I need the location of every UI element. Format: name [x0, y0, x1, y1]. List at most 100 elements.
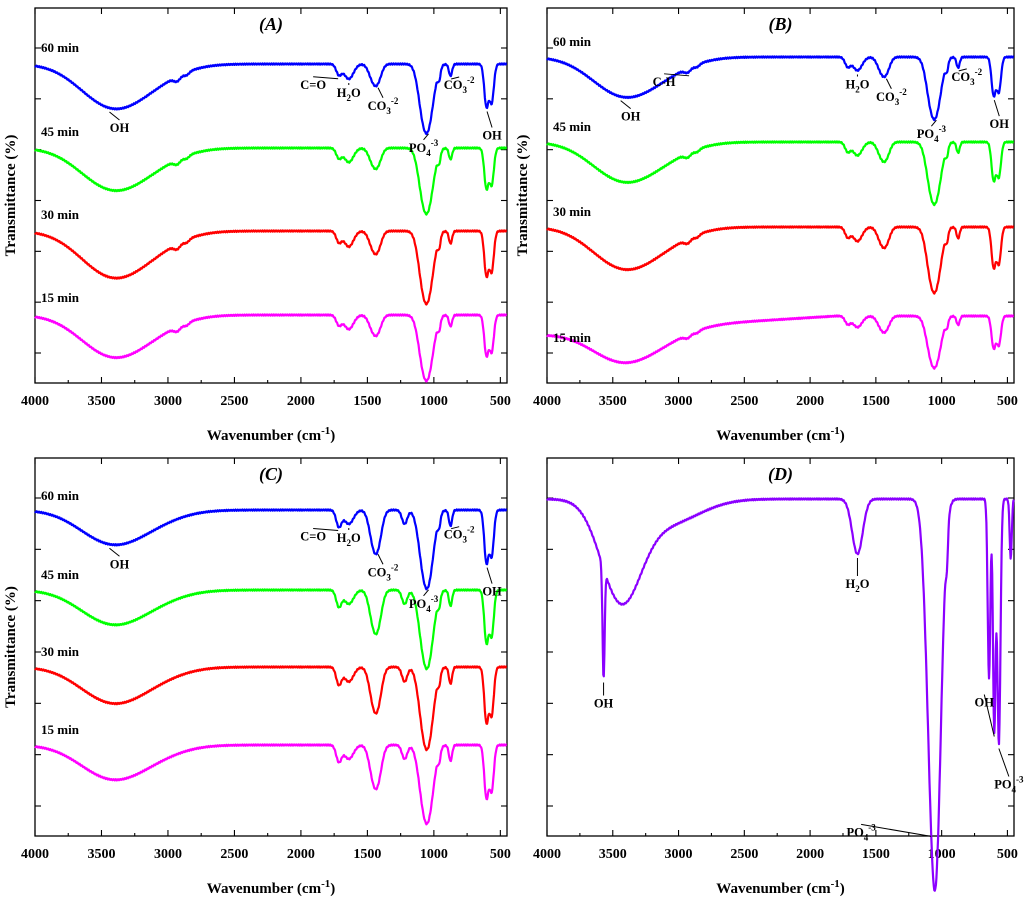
series-line-3	[546, 225, 1015, 295]
peak-annotation: CO3-2	[368, 562, 399, 582]
peak-annotation: CO3-2	[876, 87, 907, 107]
x-tick-label: 4000	[533, 847, 561, 862]
annotation-arrow	[109, 547, 120, 557]
annotation-arrow	[983, 694, 995, 737]
series-line-3	[34, 229, 508, 306]
x-axis-label: Wavenumber (cm-1)	[207, 878, 335, 897]
plot-frame	[546, 7, 1015, 384]
x-tick-label: 3000	[154, 394, 182, 409]
peak-annotation: H2O	[337, 531, 361, 548]
peak-annotation: OH	[990, 117, 1010, 131]
annotation-arrow	[451, 526, 460, 530]
peak-annotation: H2O	[845, 577, 869, 594]
annotation-arrow	[377, 87, 384, 98]
panel-title: (C)	[259, 464, 283, 485]
peak-annotation: H2O	[845, 78, 869, 95]
peak-annotation: PO4-3	[409, 138, 439, 158]
annotation-arrow	[620, 100, 631, 109]
x-tick-label: 500	[997, 394, 1018, 409]
series-line-4	[546, 314, 1015, 370]
peak-annotation: PO4-3	[917, 124, 947, 144]
series-line-2	[34, 588, 508, 671]
x-tick-label: 1500	[862, 847, 890, 862]
y-axis-label: Transmittance (%)	[515, 135, 531, 257]
x-tick-label: 2500	[220, 394, 248, 409]
peak-annotation: C=O	[300, 78, 326, 92]
x-axis-label: Wavenumber (cm-1)	[207, 425, 335, 444]
peak-annotation: H2O	[337, 86, 361, 103]
y-axis-label: Transmittance (%)	[3, 586, 19, 708]
x-tick-label: 3000	[665, 394, 693, 409]
peak-annotation: CO3-2	[444, 525, 475, 545]
panel-title: (A)	[259, 14, 283, 35]
chart-panel-2: 4000 3500 3000 2500 2000 1500 1000 500 Wavenumbe…	[515, 7, 1018, 444]
annotation-arrow	[423, 589, 429, 597]
x-tick-label: 1000	[420, 847, 448, 862]
x-axis-label: Wavenumber (cm-1)	[716, 425, 844, 444]
series-label: 30 min	[41, 644, 80, 659]
x-tick-label: 500	[490, 394, 511, 409]
series-label: 15 min	[553, 330, 592, 345]
annotation-arrow	[885, 78, 892, 90]
peak-annotation: OH	[110, 557, 130, 571]
peak-annotation: CO3-2	[368, 96, 399, 116]
annotation-arrow	[486, 567, 493, 584]
chart-panel-1: 4000 3500 3000 2500 2000 1500 1000 500 Wavenumbe…	[3, 7, 511, 444]
peak-annotation: CO3-2	[951, 67, 982, 87]
peak-annotation: OH	[110, 121, 130, 135]
annotation-arrow	[486, 111, 493, 128]
x-tick-label: 2500	[730, 394, 758, 409]
x-tick-label: 4000	[533, 394, 561, 409]
series-line-1	[546, 55, 1015, 122]
chart-panel-3: 4000 3500 3000 2500 2000 1500 1000 500 Wavenumbe…	[3, 457, 511, 897]
peak-annotation: C=O	[300, 530, 326, 544]
peak-annotation: OH	[975, 696, 995, 710]
x-axis-label: Wavenumber (cm-1)	[716, 878, 844, 897]
x-tick-label: 4000	[21, 847, 49, 862]
x-tick-label: 3500	[87, 847, 115, 862]
series-label: 30 min	[553, 204, 592, 219]
x-tick-label: 1500	[353, 847, 381, 862]
x-tick-label: 2000	[796, 847, 824, 862]
y-axis-label: Transmittance (%)	[3, 135, 19, 257]
x-tick-label: 1000	[420, 394, 448, 409]
annotation-arrow	[451, 76, 460, 80]
peak-annotation: OH	[482, 128, 502, 142]
annotation-arrow	[998, 748, 1010, 777]
annotation-arrow	[931, 119, 937, 127]
chart-panel-4: 4000 3500 3000 2500 2000 1500 1000 500 Wavenumbe…	[533, 457, 1024, 897]
series-label: 45 min	[41, 124, 80, 139]
x-tick-label: 3000	[665, 847, 693, 862]
plot-frame	[34, 457, 508, 837]
series-label: 15 min	[41, 722, 80, 737]
x-tick-label: 1500	[862, 394, 890, 409]
peak-annotation: PO4-3	[846, 822, 876, 842]
peak-annotation: PO4-3	[409, 594, 439, 614]
series-label: 45 min	[41, 567, 80, 582]
annotation-arrow	[377, 554, 384, 565]
plot-frame	[34, 7, 508, 384]
peak-annotation: CO3-2	[444, 75, 475, 95]
x-tick-label: 3500	[599, 847, 627, 862]
annotation-arrow	[313, 76, 339, 80]
annotation-arrow	[993, 99, 1000, 117]
peak-annotation: C-H	[653, 75, 676, 89]
series-line-2	[546, 140, 1015, 207]
x-tick-label: 500	[490, 847, 511, 862]
series-label: 15 min	[41, 290, 80, 305]
series-line-4	[34, 743, 508, 826]
series-label: 60 min	[41, 40, 80, 55]
x-tick-label: 4000	[21, 394, 49, 409]
peak-annotation: OH	[621, 110, 641, 124]
peak-annotation: OH	[594, 697, 614, 711]
peak-annotation: OH	[482, 585, 502, 599]
series-line-1	[546, 497, 1015, 892]
x-tick-label: 3500	[87, 394, 115, 409]
x-tick-label: 1500	[353, 394, 381, 409]
annotation-arrow	[861, 823, 932, 837]
series-line-1	[34, 62, 508, 136]
x-tick-label: 2500	[220, 847, 248, 862]
annotation-arrow	[109, 111, 120, 121]
series-label: 45 min	[553, 119, 592, 134]
